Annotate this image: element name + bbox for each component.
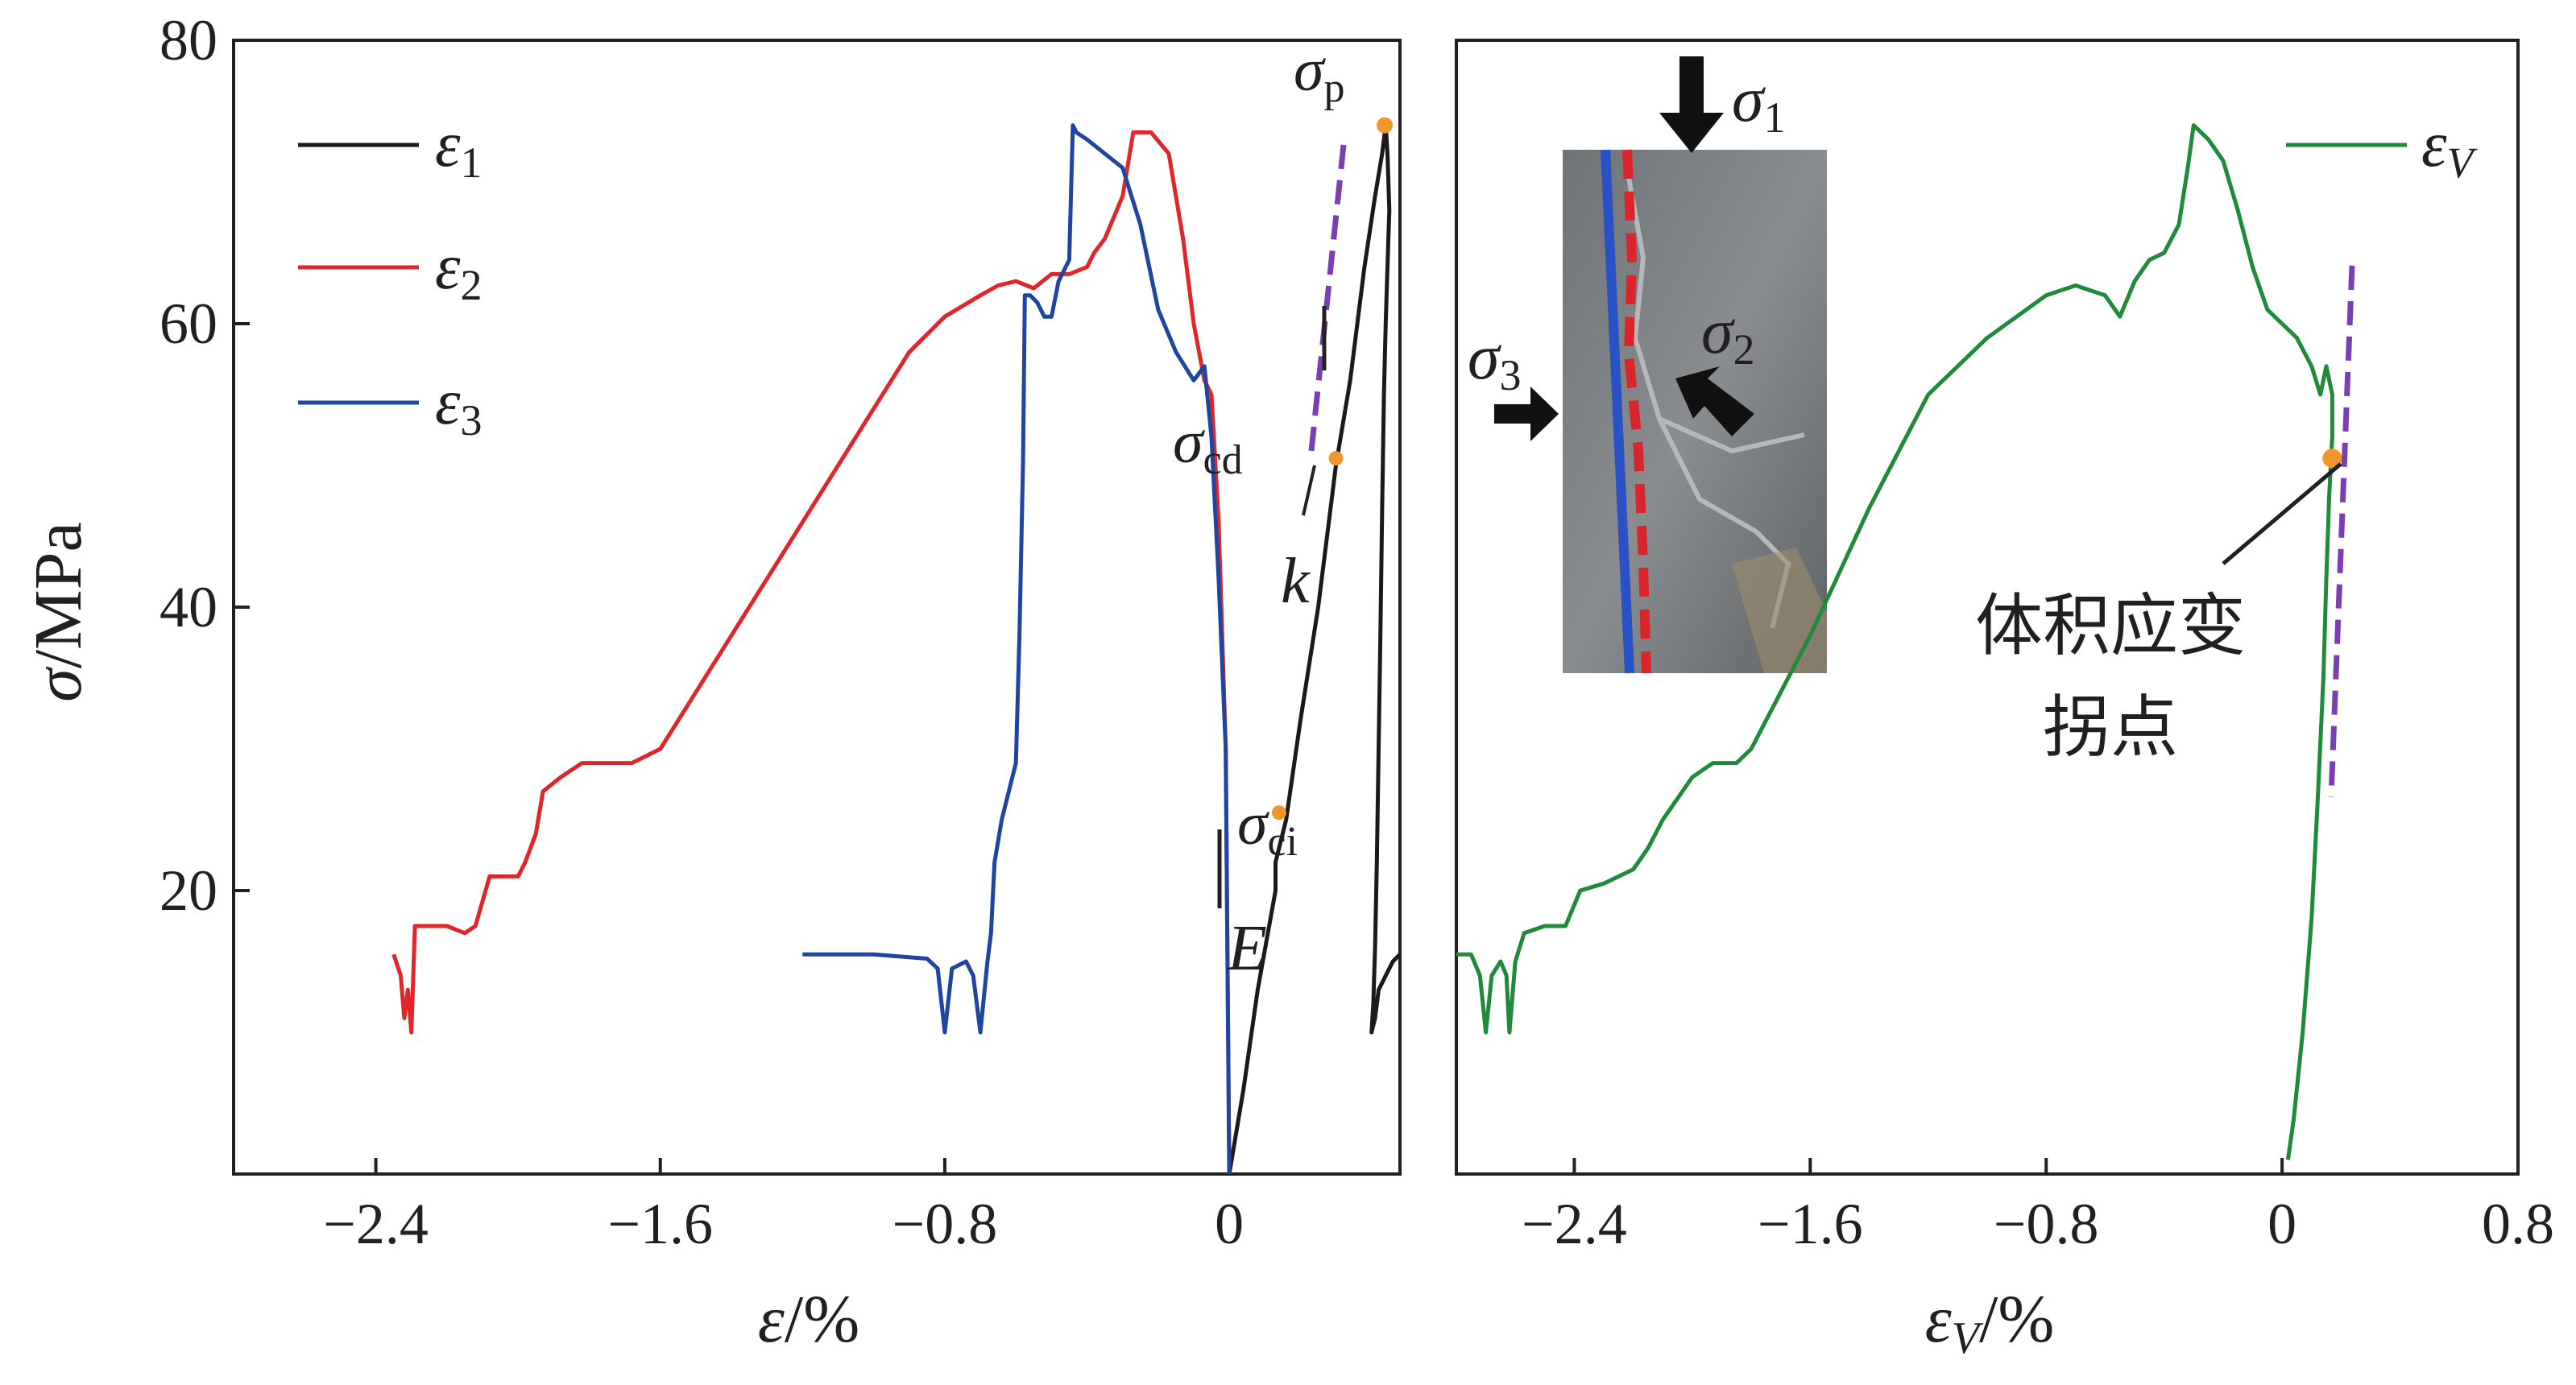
left-x-tick-label: 0 xyxy=(1215,1192,1244,1256)
series-line-eps3 xyxy=(802,123,1232,1174)
left-panel: 20 40 60 80 −2.4 −1.6 −0.8 0 σp σcd σci k E ε1 xyxy=(21,8,1402,1357)
k-label: k xyxy=(1281,546,1311,617)
tangent-line-k xyxy=(1308,144,1347,452)
left-legend: ε1 ε2 ε3 xyxy=(298,110,482,444)
sigma1-label: σ1 xyxy=(1732,64,1785,142)
sigma-cd-label: σcd xyxy=(1173,408,1243,483)
e-modulus-label: E xyxy=(1227,913,1267,984)
sigma-p-label: σp xyxy=(1294,36,1344,111)
right-x-tick-label: 0.8 xyxy=(2482,1192,2554,1256)
sigma3-label: σ3 xyxy=(1468,322,1521,399)
left-x-tick-label: −1.6 xyxy=(607,1192,713,1256)
series-line-eps1 xyxy=(1227,123,1400,1174)
right-x-tick-label: −2.4 xyxy=(1522,1192,1627,1256)
leader-k xyxy=(1302,465,1316,516)
right-x-tick-label: −0.8 xyxy=(1994,1192,2099,1256)
right-x-tick-label: 0 xyxy=(2267,1192,2296,1256)
crack-trace-dashed xyxy=(1622,149,1651,674)
left-y-axis-label: σ/MPa xyxy=(21,522,96,701)
sigma1-arrow-icon xyxy=(1659,56,1724,153)
left-x-axis-label: ε/% xyxy=(758,1282,859,1357)
inflection-leader-line xyxy=(2222,462,2342,565)
right-x-axis-label: εV/% xyxy=(1925,1282,2055,1363)
left-series-group xyxy=(391,123,1400,1174)
rock-specimen-photo: σ1 σ2 σ3 xyxy=(1468,56,1827,674)
sigma3-arrow-icon xyxy=(1494,387,1559,441)
volumetric-inflection-marker xyxy=(2322,449,2342,469)
legend-label-epsv: εV xyxy=(2421,110,2479,187)
right-legend: εV xyxy=(2286,110,2479,187)
tangent-line-volumetric xyxy=(2328,265,2355,798)
sigma-p-marker xyxy=(1377,117,1394,134)
sigma2-arrow-icon xyxy=(1675,366,1754,436)
series-line-eps2 xyxy=(391,130,1232,1174)
right-series-group xyxy=(1456,123,2334,1160)
sigma-ci-label: σci xyxy=(1237,790,1298,865)
left-x-tick-label: −0.8 xyxy=(892,1192,998,1256)
right-plot-frame xyxy=(1455,39,2520,1176)
left-x-tick-label: −2.4 xyxy=(323,1192,429,1256)
right-x-tick-label: −1.6 xyxy=(1758,1192,1863,1256)
legend-label-eps3: ε3 xyxy=(435,367,482,444)
sigma-ci-marker xyxy=(1271,805,1286,821)
series-line-epsV xyxy=(1456,123,2334,1160)
fracture-plane-line xyxy=(1601,149,1634,674)
specimen-spall xyxy=(1732,548,1827,673)
left-y-tick-label: 40 xyxy=(159,575,217,639)
legend-label-eps1: ε1 xyxy=(435,110,482,187)
inflection-label-line2: 拐点 xyxy=(2043,688,2178,767)
inflection-label-line1: 体积应变 xyxy=(1975,586,2246,665)
left-x-ticks: −2.4 −1.6 −0.8 0 xyxy=(323,1158,1244,1256)
sigma2-label: σ2 xyxy=(1701,296,1754,374)
right-x-ticks: −2.4 −1.6 −0.8 0 0.8 xyxy=(1522,1158,2554,1256)
left-y-tick-label: 80 xyxy=(159,8,217,72)
legend-label-eps2: ε2 xyxy=(435,232,482,309)
left-y-tick-label: 60 xyxy=(159,291,217,356)
right-panel: −2.4 −1.6 −0.8 0 0.8 σ1 σ2 σ3 体积应变 拐 xyxy=(1455,39,2554,1363)
left-y-tick-label: 20 xyxy=(159,858,217,923)
sigma-cd-marker xyxy=(1328,451,1344,466)
left-y-ticks: 20 40 60 80 xyxy=(159,8,250,923)
